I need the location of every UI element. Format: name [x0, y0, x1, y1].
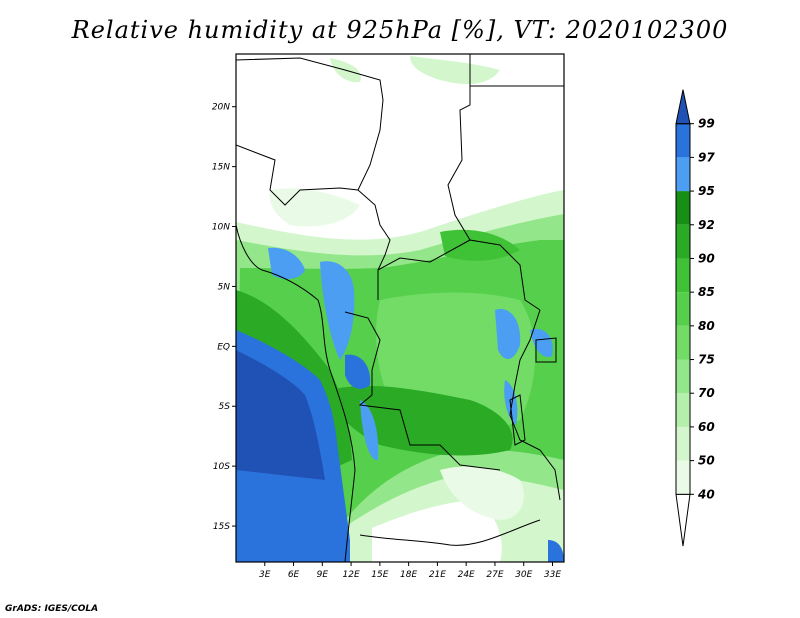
colorbar-label: 97 — [698, 150, 715, 164]
lon-tick-label: 30E — [515, 570, 532, 580]
lat-tick-label: 10N — [212, 223, 230, 233]
lon-tick-label: 3E — [259, 570, 271, 580]
lat-tick-label: 5N — [218, 282, 231, 292]
lon-tick-label: 12E — [343, 570, 360, 580]
colorbar-label: 80 — [698, 319, 715, 333]
colorbar-segment — [676, 393, 690, 427]
colorbar-segment — [676, 157, 690, 192]
colorbar-label: 50 — [698, 454, 715, 468]
lat-tick-label: 15S — [213, 522, 230, 532]
colorbar-label: 70 — [698, 386, 715, 400]
lat-tick-label: EQ — [217, 342, 230, 352]
colorbar-segment — [676, 258, 690, 293]
lon-tick-label: 18E — [400, 570, 417, 580]
humidity-field — [236, 54, 564, 562]
colorbar-above-triangle — [675, 89, 691, 125]
lat-tick-label: 10S — [213, 462, 230, 472]
colorbar-segment — [676, 460, 690, 495]
lon-tick-label: 21E — [429, 570, 446, 580]
colorbar-label: 99 — [698, 117, 715, 131]
colorbar-label: 92 — [698, 218, 715, 232]
longitude-axis: 3E 6E 9E 12E 15E 18E 21E 24E 27E 30E 33E — [259, 562, 561, 580]
lon-tick-label: 33E — [544, 570, 561, 580]
colorbar: 40 50 60 70 75 80 85 90 92 95 97 99 — [675, 89, 715, 547]
map-frame — [235, 53, 565, 563]
colorbar-label: 90 — [698, 251, 715, 265]
colorbar-segment — [676, 191, 690, 225]
lat-tick-label: 5S — [219, 402, 231, 412]
lon-tick-label: 15E — [371, 570, 388, 580]
lon-tick-label: 9E — [317, 570, 329, 580]
colorbar-label: 95 — [698, 184, 715, 198]
colorbar-label: 75 — [698, 353, 715, 367]
colorbar-segment — [676, 292, 690, 326]
colorbar-segment — [676, 325, 690, 360]
lat-tick-label: 20N — [212, 103, 230, 113]
colorbar-segment — [676, 426, 690, 461]
colorbar-label: 40 — [697, 487, 715, 501]
software-credit: GrADS: IGES/COLA — [5, 604, 99, 614]
map-title: Relative humidity at 925hPa [%], VT: 202… — [71, 16, 729, 44]
lat-tick-label: 15N — [212, 163, 230, 173]
colorbar-segment — [676, 224, 690, 259]
lon-tick-label: 6E — [288, 570, 300, 580]
colorbar-outline — [675, 123, 691, 495]
colorbar-label: 60 — [698, 420, 715, 434]
latitude-axis: 20N 15N 10N 5N EQ 5S 10S 15S — [212, 103, 236, 532]
lon-tick-label: 27E — [486, 570, 503, 580]
colorbar-segment — [676, 123, 690, 158]
lon-tick-label: 24E — [458, 570, 475, 580]
colorbar-below-triangle — [675, 493, 691, 547]
colorbar-segment — [676, 359, 690, 394]
colorbar-label: 85 — [698, 285, 715, 299]
